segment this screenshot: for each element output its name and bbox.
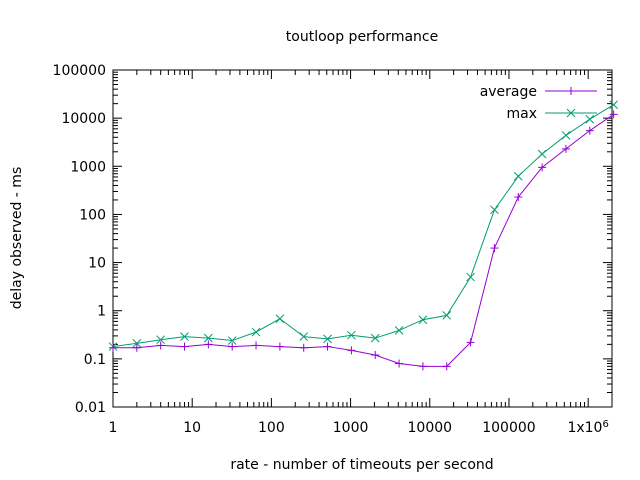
x-tick-label: 100000: [482, 420, 535, 436]
data-point-average: [347, 346, 356, 355]
data-point-average: [538, 163, 547, 172]
chart-title: toutloop performance: [286, 29, 438, 45]
data-point-max: [132, 338, 142, 348]
y-axis-label: delay observed - ms: [9, 167, 25, 310]
data-point-average: [561, 144, 570, 153]
series-line-max: [112, 104, 614, 348]
data-point-max: [323, 334, 332, 344]
y-tick-label: 100: [79, 207, 106, 223]
data-point-max: [609, 100, 618, 110]
data-point-max: [275, 314, 285, 324]
x-tick-label: 10: [183, 420, 201, 436]
data-point-average: [371, 351, 380, 360]
x-axis-label: rate - number of timeouts per second: [230, 457, 493, 473]
x-tick-label: 10000: [408, 420, 453, 436]
data-point-max: [347, 330, 356, 340]
data-point-max: [227, 336, 237, 345]
x-tick-label: 1: [109, 420, 118, 436]
data-point-average: [204, 340, 213, 349]
data-point-max: [490, 205, 499, 215]
data-point-max: [251, 327, 261, 337]
y-tick-label: 10: [88, 256, 106, 272]
data-point-average: [156, 341, 165, 350]
data-point-max: [585, 114, 595, 124]
series-line-average: [113, 113, 614, 367]
data-point-average: [514, 193, 523, 202]
legend-marker-average: [567, 87, 575, 95]
data-point-average: [490, 244, 499, 253]
data-point-max: [418, 315, 428, 325]
data-point-max: [204, 333, 213, 343]
data-point-max: [370, 333, 380, 343]
data-point-average: [585, 126, 594, 135]
series-layer: [108, 100, 618, 371]
data-point-average: [609, 110, 618, 119]
y-tick-label: 1: [97, 304, 106, 320]
plot-border: [112, 69, 613, 408]
legend-label-max: max: [506, 106, 537, 122]
data-point-average: [132, 343, 141, 352]
axes: 0.01 0.1 1 10 100 1000 10000 100000 1 10 100 1000 10…: [53, 63, 613, 437]
y-tick-label: 1000: [70, 159, 106, 175]
x-tick-label: 1000: [333, 420, 369, 436]
x-tick-exponent: 6: [602, 419, 608, 430]
data-point-max: [180, 332, 189, 341]
data-point-max: [156, 335, 166, 345]
data-point-average: [323, 342, 332, 351]
data-point-average: [228, 342, 237, 351]
data-point-average: [180, 342, 189, 351]
x-tick-label: 1x106: [567, 419, 608, 437]
data-point-average: [466, 338, 475, 347]
data-point-average: [395, 359, 404, 368]
data-point-average: [252, 341, 261, 350]
data-point-max: [394, 326, 404, 335]
data-point-max: [537, 149, 547, 159]
data-point-average: [418, 362, 427, 371]
data-point-average: [299, 343, 308, 352]
y-tick-label: 100000: [53, 63, 106, 79]
legend: average max: [480, 84, 597, 122]
legend-marker-max: [566, 108, 576, 118]
y-tick-label: 0.01: [75, 400, 106, 416]
data-point-average: [109, 343, 117, 352]
data-point-max: [442, 311, 452, 320]
data-point-max: [513, 171, 523, 181]
data-point-max: [466, 272, 475, 282]
data-point-average: [442, 362, 451, 371]
y-tick-label: 10000: [61, 111, 106, 127]
data-point-max: [299, 332, 309, 341]
x-tick-label: 100: [258, 420, 285, 436]
legend-label-average: average: [480, 84, 537, 100]
data-point-average: [275, 342, 284, 351]
y-tick-label: 0.1: [84, 352, 106, 368]
data-point-max: [561, 130, 571, 140]
